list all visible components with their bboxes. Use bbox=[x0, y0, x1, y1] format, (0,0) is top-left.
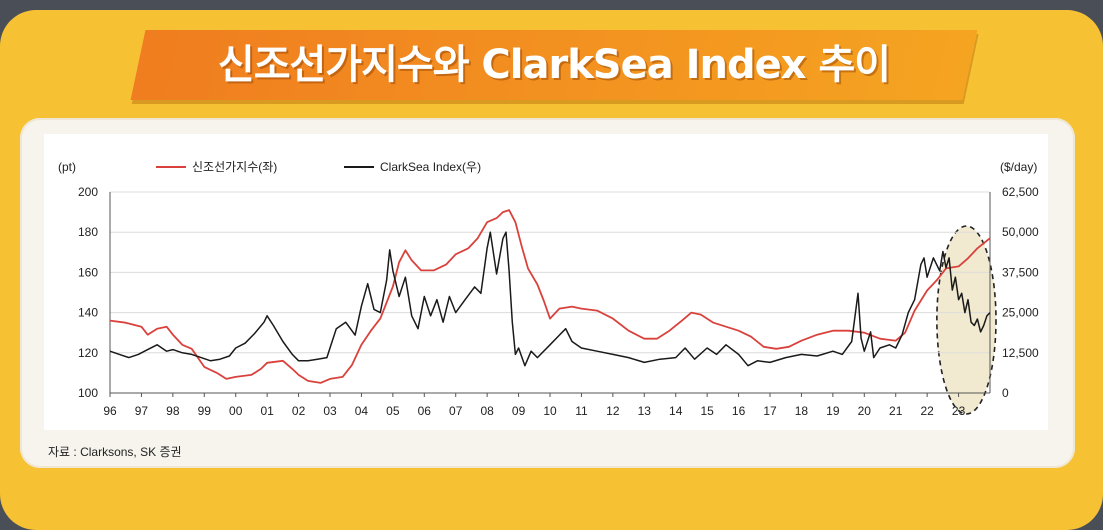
x-tick-label: 05 bbox=[386, 404, 400, 418]
x-tick-label: 18 bbox=[795, 404, 809, 418]
right-tick-label: 12,500 bbox=[1002, 346, 1039, 360]
x-tick-label: 98 bbox=[166, 404, 180, 418]
x-tick-label: 14 bbox=[669, 404, 683, 418]
x-tick-label: 12 bbox=[606, 404, 620, 418]
x-tick-label: 21 bbox=[889, 404, 903, 418]
x-tick-label: 01 bbox=[260, 404, 274, 418]
source-note: 자료 : Clarksons, SK 증권 bbox=[48, 445, 182, 459]
left-tick-label: 160 bbox=[78, 265, 98, 279]
series-line-clarksea bbox=[109, 231, 991, 367]
right-tick-label: 37,500 bbox=[1002, 265, 1039, 279]
x-tick-label: 16 bbox=[732, 404, 746, 418]
x-tick-label: 08 bbox=[480, 404, 494, 418]
x-tick-label: 17 bbox=[763, 404, 777, 418]
x-tick-label: 07 bbox=[449, 404, 463, 418]
x-tick-label: 19 bbox=[826, 404, 840, 418]
x-tick-label: 99 bbox=[198, 404, 212, 418]
chart-panel: 100 120 140 160 180 200 0 12,500 25,000 37,500 50,… bbox=[44, 134, 1048, 430]
x-tick-label: 22 bbox=[920, 404, 934, 418]
left-axis-unit: (pt) bbox=[58, 160, 76, 174]
x-tick-label: 06 bbox=[418, 404, 432, 418]
left-tick-label: 140 bbox=[78, 306, 98, 320]
left-tick-label: 100 bbox=[78, 386, 98, 400]
x-tick-label: 04 bbox=[355, 404, 369, 418]
legend-label: ClarkSea Index(우) bbox=[380, 160, 481, 174]
series-line-newbuild bbox=[109, 209, 991, 384]
x-tick-label: 15 bbox=[700, 404, 714, 418]
left-tick-label: 200 bbox=[78, 185, 98, 199]
right-tick-label: 0 bbox=[1002, 386, 1009, 400]
line-chart: 100120140160180200012,50025,00037,50050,… bbox=[58, 160, 1039, 418]
right-tick-label: 25,000 bbox=[1002, 306, 1039, 320]
right-tick-label: 50,000 bbox=[1002, 225, 1039, 239]
highlight-ellipse bbox=[936, 225, 997, 415]
x-tick-label: 10 bbox=[543, 404, 557, 418]
x-tick-label: 20 bbox=[858, 404, 872, 418]
right-tick-label: 62,500 bbox=[1002, 185, 1039, 199]
x-tick-label: 23 bbox=[952, 404, 966, 418]
x-tick-label: 02 bbox=[292, 404, 306, 418]
left-tick-label: 120 bbox=[78, 346, 98, 360]
x-tick-label: 11 bbox=[575, 404, 588, 418]
x-tick-label: 00 bbox=[229, 404, 243, 418]
x-tick-label: 09 bbox=[512, 404, 526, 418]
x-tick-label: 03 bbox=[323, 404, 337, 418]
left-tick-label: 180 bbox=[78, 225, 98, 239]
x-tick-label: 13 bbox=[638, 404, 652, 418]
right-axis-unit: ($/day) bbox=[1000, 160, 1037, 174]
page-title: 신조선가지수와 ClarkSea Index 추이 bbox=[217, 42, 891, 88]
x-tick-label: 96 bbox=[103, 404, 117, 418]
legend-label: 신조선가지수(좌) bbox=[192, 160, 277, 174]
x-tick-label: 97 bbox=[135, 404, 149, 418]
